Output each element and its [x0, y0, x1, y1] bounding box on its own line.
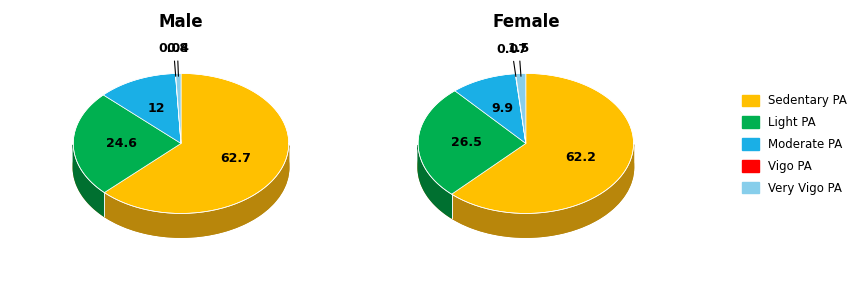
Text: 0.07: 0.07: [496, 43, 527, 77]
Text: 0.04: 0.04: [158, 42, 189, 76]
Polygon shape: [104, 145, 288, 237]
Ellipse shape: [418, 97, 633, 237]
Text: 62.2: 62.2: [565, 151, 596, 164]
Text: 9.9: 9.9: [491, 101, 512, 114]
Polygon shape: [73, 145, 104, 216]
Polygon shape: [175, 73, 181, 143]
Polygon shape: [418, 91, 525, 194]
Text: 1.5: 1.5: [507, 42, 530, 76]
Polygon shape: [515, 73, 525, 143]
Polygon shape: [455, 74, 525, 143]
Text: 12: 12: [147, 102, 165, 115]
Title: Male: Male: [158, 13, 203, 31]
Polygon shape: [73, 95, 181, 192]
Polygon shape: [515, 74, 525, 143]
Polygon shape: [103, 73, 181, 143]
Polygon shape: [104, 73, 288, 214]
Polygon shape: [176, 73, 181, 143]
Polygon shape: [451, 73, 633, 213]
Polygon shape: [451, 144, 633, 237]
Text: 0.8: 0.8: [166, 42, 189, 76]
Title: Female: Female: [492, 13, 559, 31]
Text: 26.5: 26.5: [450, 136, 481, 149]
Legend: Sedentary PA, Light PA, Moderate PA, Vigo PA, Very Vigo PA: Sedentary PA, Light PA, Moderate PA, Vig…: [737, 90, 851, 199]
Ellipse shape: [73, 97, 288, 237]
Text: 62.7: 62.7: [220, 152, 251, 165]
Text: 24.6: 24.6: [106, 137, 137, 150]
Polygon shape: [418, 145, 451, 218]
